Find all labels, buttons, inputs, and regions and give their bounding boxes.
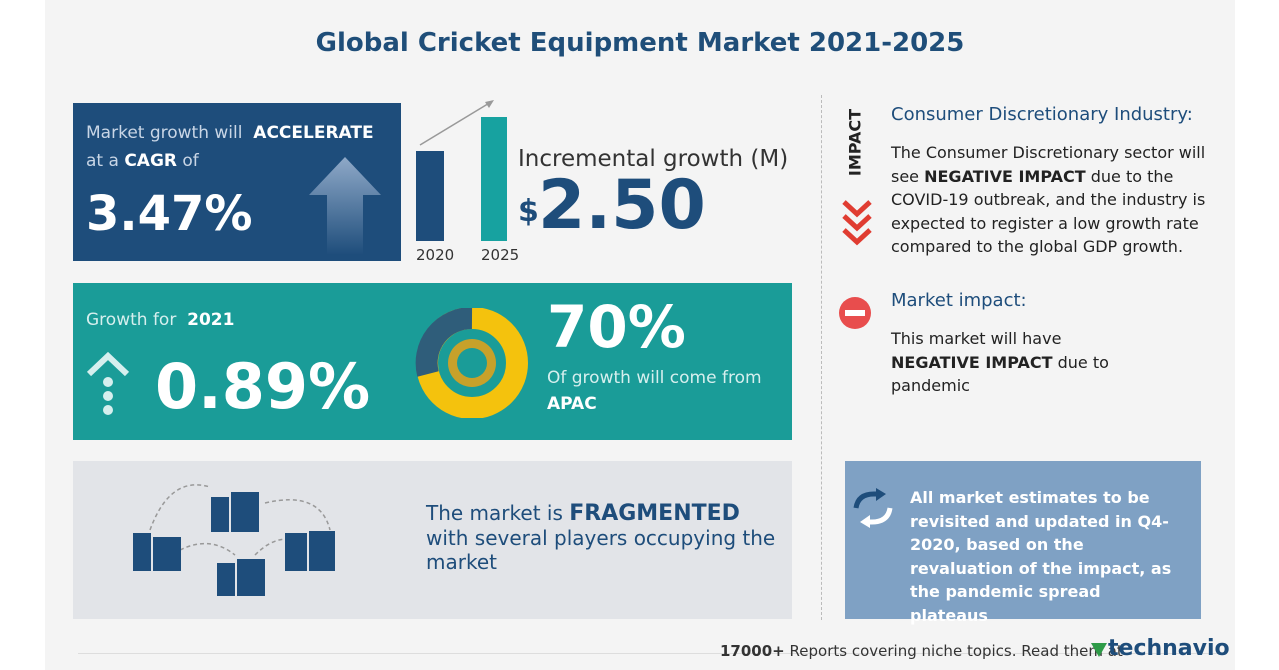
cagr-line2: at a CAGR of	[86, 151, 199, 171]
growth-label: Growth for 2021	[86, 310, 234, 330]
cagr-line1: Market growth will ACCELERATE	[86, 123, 374, 143]
emphasis: NEGATIVE IMPACT	[891, 352, 1053, 372]
note-box	[845, 461, 1201, 619]
emphasis: NEGATIVE IMPACT	[924, 166, 1086, 186]
up-arrow-icon	[309, 157, 381, 255]
text: due to the COVID-19 outbreak, and the in…	[891, 166, 1206, 257]
buildings-icon	[133, 484, 335, 596]
text: Growth for	[86, 310, 177, 330]
market-text: This market will have NEGATIVE IMPACT du…	[891, 327, 1191, 398]
donut-icon	[415, 308, 528, 418]
brand-logo	[1091, 643, 1107, 657]
title: Global Cricket Equipment Market 2021-202…	[315, 28, 965, 58]
minus-icon	[839, 297, 871, 329]
market-title: Market impact:	[891, 290, 1027, 311]
year: 2021	[187, 310, 235, 330]
industry-title: Consumer Discretionary Industry:	[891, 104, 1193, 125]
emphasis: CAGR	[124, 151, 177, 171]
incremental-label: Incremental growth (M)	[518, 146, 789, 172]
divider	[821, 95, 822, 620]
text: due to pandemic	[891, 352, 1109, 396]
fragmented-text: The market is FRAGMENTED with several pla…	[426, 501, 776, 574]
growth-bars-icon	[416, 100, 507, 241]
impact-label: IMPACT	[845, 108, 865, 177]
footer: 17000+ Reports covering niche topics. Re…	[720, 642, 1123, 660]
text: This market will have	[891, 329, 1062, 348]
region-share: 70%	[547, 293, 686, 361]
text: Market growth will	[86, 123, 243, 143]
cagr-value: 3.47%	[86, 186, 253, 242]
footer-rule	[78, 653, 1218, 654]
bar-label: 2025	[481, 246, 520, 264]
fragmented-box	[73, 461, 792, 619]
note: All market estimates to be revisited and…	[910, 488, 1172, 625]
count: 17000+	[720, 642, 785, 660]
region-name: APAC	[547, 394, 597, 414]
incremental-value: 2.50	[538, 166, 706, 245]
dots-arrow-icon	[86, 352, 130, 415]
text: with several players occupying the marke…	[426, 526, 776, 574]
brand: technavio	[1108, 636, 1230, 661]
text: The market is	[426, 501, 563, 525]
text: Reports covering niche topics. Read them…	[789, 642, 1123, 660]
emphasis: FRAGMENTED	[569, 501, 740, 526]
region-text: Of growth will come from	[547, 368, 762, 388]
text: The Consumer Discretionary sector will s…	[891, 143, 1206, 186]
refresh-icon	[853, 488, 893, 528]
emphasis: ACCELERATE	[253, 123, 374, 143]
chevrons-icon	[842, 200, 872, 246]
currency: $	[518, 194, 539, 229]
text: of	[182, 151, 199, 171]
text: at a	[86, 151, 119, 171]
growth-value: 0.89%	[155, 350, 371, 423]
bar-label: 2020	[416, 246, 455, 264]
industry-text: The Consumer Discretionary sector will s…	[891, 141, 1226, 259]
